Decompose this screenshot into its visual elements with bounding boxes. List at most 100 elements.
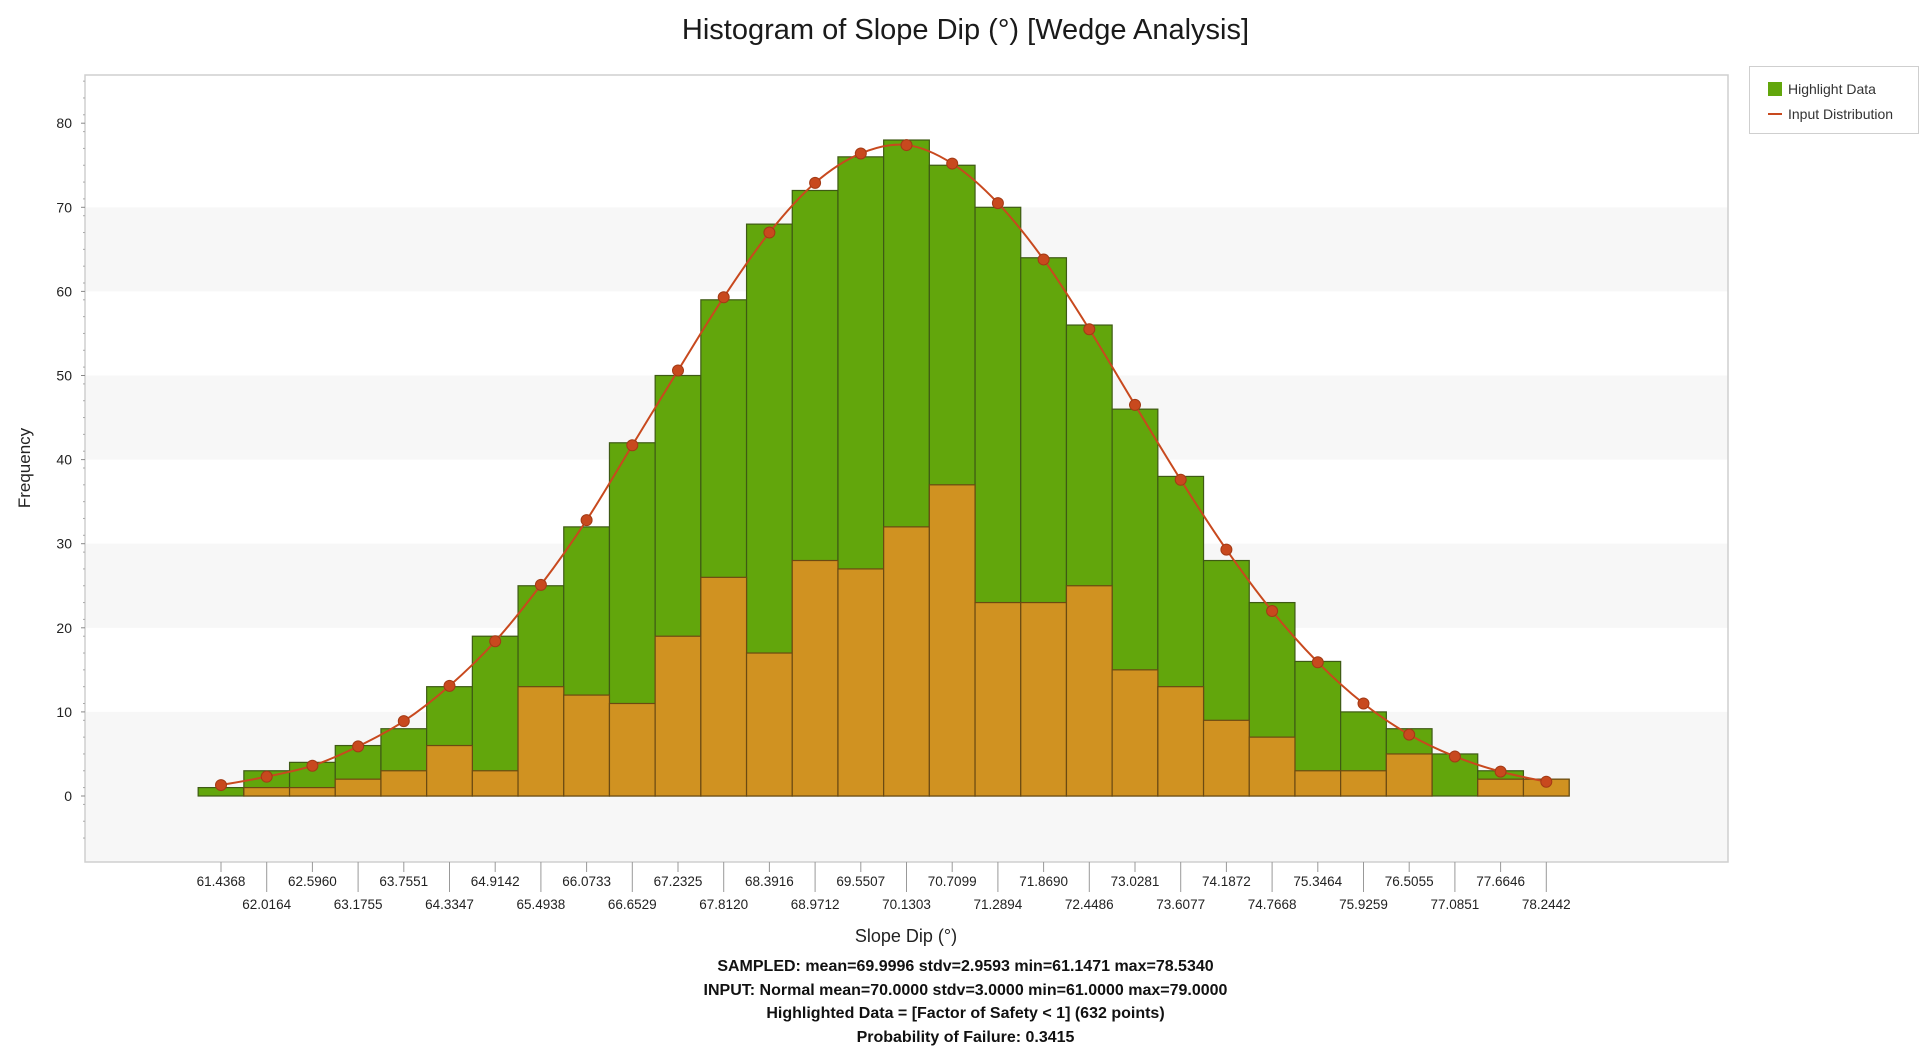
y-axis: 0 10 20 30 40 50 60 70 80: [56, 80, 85, 839]
distribution-point: [397, 715, 410, 728]
legend-label-distribution: Input Distribution: [1788, 105, 1894, 122]
x-tick-label: 70.7099: [928, 874, 977, 889]
distribution-point: [1129, 398, 1141, 411]
x-tick-label: 67.2325: [654, 874, 703, 889]
x-tick-label: 64.9142: [471, 874, 520, 889]
distribution-point: [946, 157, 959, 170]
x-tick-label: 62.5960: [288, 874, 337, 889]
failure-bar: [1111, 669, 1159, 797]
x-tick-label: 78.2442: [1522, 897, 1571, 912]
x-tick-label: 75.9259: [1339, 897, 1388, 912]
failure-bar: [1294, 770, 1342, 797]
distribution-point: [1220, 543, 1233, 556]
distribution-point: [626, 439, 639, 452]
failure-bars: [243, 484, 1570, 797]
x-tick-label: 61.4368: [197, 874, 246, 889]
x-tick-label: 63.7551: [379, 874, 428, 889]
y-tick-label: 70: [56, 199, 72, 215]
stats-highlighted: Highlighted Data = [Factor of Safety < 1…: [766, 1005, 1165, 1022]
failure-bar: [745, 652, 793, 797]
failure-bar: [380, 770, 428, 797]
failure-bar: [654, 635, 702, 797]
failure-bar: [883, 526, 930, 797]
x-tick-label: 75.3464: [1293, 874, 1342, 889]
failure-bar: [1385, 753, 1433, 797]
failure-bar: [928, 484, 976, 797]
x-tick-label: 62.0164: [242, 897, 291, 912]
y-tick-label: 30: [56, 536, 72, 552]
y-tick-label: 40: [56, 452, 72, 468]
distribution-point: [717, 291, 730, 304]
x-axis-label: Slope Dip (°): [855, 926, 957, 946]
failure-bar: [700, 576, 748, 797]
distribution-point: [489, 635, 502, 648]
distribution-point: [900, 139, 913, 152]
x-tick-label: 66.6529: [608, 897, 657, 912]
distribution-point: [854, 147, 867, 160]
distribution-point: [991, 197, 1004, 210]
legend-item-distribution: Input Distribution: [1768, 101, 1918, 126]
failure-bar: [243, 786, 291, 797]
x-tick-label: 65.4938: [516, 897, 565, 912]
distribution-point: [1037, 253, 1050, 266]
failure-bar: [471, 770, 519, 797]
distribution-point: [1083, 323, 1096, 336]
failure-bar: [563, 694, 611, 797]
failure-bar: [334, 778, 382, 797]
y-tick-label: 20: [56, 620, 72, 636]
failure-bar: [791, 559, 839, 797]
y-axis-label: Frequency: [15, 427, 34, 508]
x-tick-label: 77.6646: [1476, 874, 1525, 889]
failure-bar: [1202, 719, 1250, 797]
distribution-point: [1494, 765, 1507, 778]
x-tick-label: 74.1872: [1202, 874, 1251, 889]
legend-label-highlight: Highlight Data: [1788, 80, 1876, 97]
distribution-point: [1311, 656, 1324, 669]
x-tick-label: 67.8120: [699, 897, 748, 912]
stats-input: INPUT: Normal mean=70.0000 stdv=3.0000 m…: [703, 981, 1228, 999]
x-tick-label: 71.8690: [1019, 874, 1068, 889]
x-tick-label: 74.7668: [1248, 897, 1297, 912]
distribution-point: [1266, 604, 1279, 617]
distribution-line-icon: [1768, 112, 1782, 115]
highlight-bar: [471, 635, 519, 797]
failure-bar: [1020, 601, 1068, 797]
statistics-summary: SAMPLED: mean=69.9996 stdv=2.9593 min=61…: [0, 955, 1931, 1049]
distribution-line: [215, 139, 1553, 792]
stats-sampled: SAMPLED: mean=69.9996 stdv=2.9593 min=61…: [717, 958, 1214, 975]
x-axis: 61.4368 62.0164 62.5960 63.1755 63.7551 64.33…: [197, 862, 1571, 912]
x-tick-label: 73.0281: [1111, 874, 1160, 889]
failure-bar: [1340, 770, 1387, 797]
distribution-point: [1174, 473, 1187, 486]
failure-bar: [837, 568, 885, 797]
distribution-point: [534, 578, 547, 591]
distribution-point: [1540, 775, 1553, 788]
distribution-curve: [220, 143, 1547, 787]
failure-bar: [1065, 585, 1113, 797]
x-tick-label: 66.0733: [562, 874, 611, 889]
distribution-point: [260, 770, 273, 783]
failure-bar: [517, 686, 565, 797]
x-tick-label: 68.9712: [791, 897, 840, 912]
grid-band: [85, 796, 1728, 862]
x-tick-label: 63.1755: [334, 897, 383, 912]
distribution-point: [809, 176, 822, 189]
x-tick-label: 73.6077: [1156, 897, 1205, 912]
distribution-point: [443, 679, 456, 692]
x-tick-label: 77.0851: [1430, 897, 1479, 912]
x-tick-label: 68.3916: [745, 874, 794, 889]
failure-bar: [288, 786, 336, 797]
chart-legend: Highlight Data Input Distribution: [1749, 66, 1919, 134]
legend-item-highlight: Highlight Data: [1768, 76, 1918, 101]
distribution-point: [763, 226, 776, 239]
x-tick-label: 70.1303: [882, 897, 931, 912]
y-tick-label: 0: [64, 788, 72, 804]
x-tick-label: 76.5055: [1385, 874, 1434, 889]
failure-bar: [1157, 686, 1205, 797]
failure-bar: [974, 601, 1022, 797]
stats-pof: Probability of Failure: 0.3415: [856, 1028, 1075, 1046]
y-tick-label: 10: [56, 704, 72, 720]
distribution-point: [1403, 728, 1416, 741]
x-tick-label: 69.5507: [836, 874, 885, 889]
